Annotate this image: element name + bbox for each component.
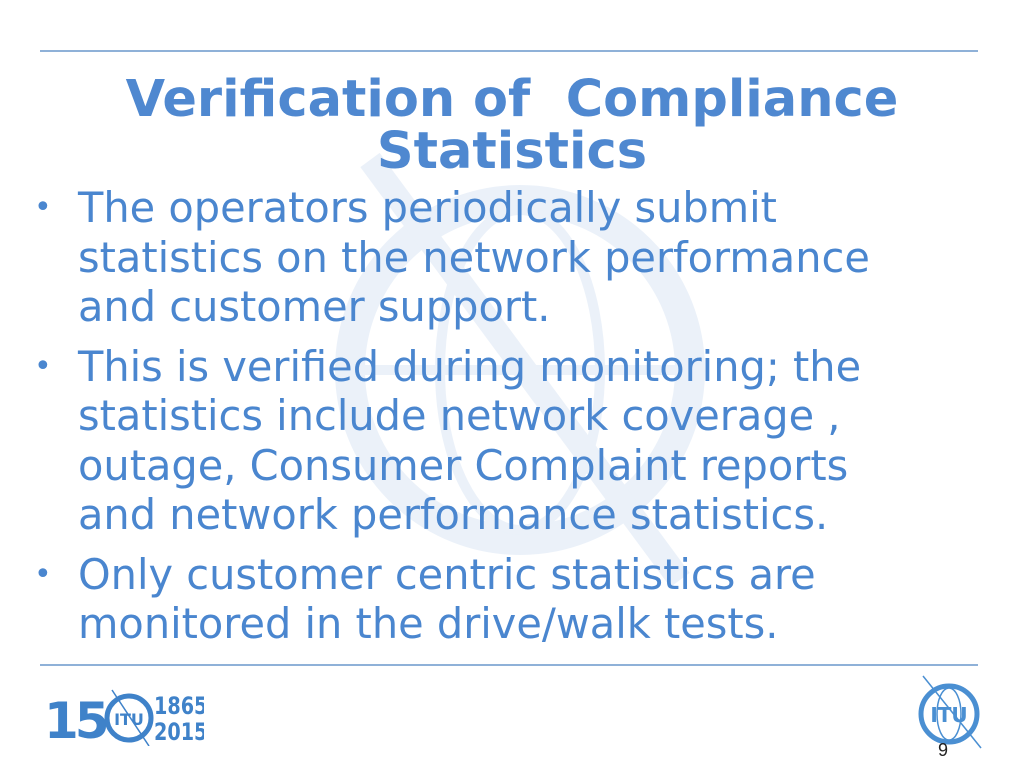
bullet-line: and customer support.: [78, 282, 551, 331]
bullet-line: and network performance statistics.: [78, 490, 829, 539]
bottom-divider: [40, 664, 978, 666]
bullet-line: monitored in the drive/walk tests.: [78, 599, 779, 648]
bullet-line: outage, Consumer Complaint reports: [78, 440, 849, 490]
svg-text:2015: 2015: [154, 719, 204, 746]
title-line: Verification of Compliance: [125, 70, 899, 129]
bullet-item: • Only customer centric statistics are m…: [30, 550, 870, 649]
svg-text:ITU: ITU: [114, 710, 144, 729]
bullet-list: • The operators periodically submit stat…: [30, 183, 870, 659]
top-divider: [40, 50, 978, 52]
bullet-icon: •: [34, 190, 52, 225]
bullet-line: Only customer centric statistics are: [78, 549, 816, 599]
bullet-item: • This is verified during monitoring; th…: [30, 342, 870, 540]
bullet-item: • The operators periodically submit stat…: [30, 183, 870, 332]
bullet-line: The operators periodically submit: [78, 183, 777, 232]
bullet-line: statistics include network coverage ,: [78, 391, 841, 440]
bullet-icon: •: [34, 556, 52, 592]
page-number: 9: [938, 740, 949, 760]
svg-text:1865: 1865: [154, 693, 204, 721]
itu-globe-watermark-icon: [335, 152, 705, 588]
itu-logo-icon: ITU: [918, 675, 982, 749]
bullet-icon: •: [34, 348, 52, 384]
slide-title: Verification of Compliance Statistics: [0, 66, 1024, 186]
svg-text:15: 15: [44, 692, 107, 746]
itu-150-logo-icon: 15 ITU 1865 2015: [44, 689, 204, 746]
bullet-line: statistics on the network performance: [78, 232, 870, 282]
bullet-line: This is verified during monitoring; the: [78, 341, 862, 391]
title-line: Statistics: [376, 122, 648, 181]
